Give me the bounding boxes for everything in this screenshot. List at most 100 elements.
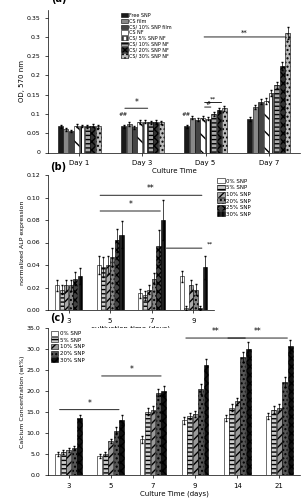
Bar — [258, 102, 263, 152]
Text: **: ** — [147, 184, 155, 193]
Bar — [137, 122, 142, 152]
Bar — [277, 408, 282, 475]
Bar — [74, 126, 79, 152]
Legend: 0% SNP, 5% SNP, 10% SNP, 20% SNP, 30% SNP: 0% SNP, 5% SNP, 10% SNP, 20% SNP, 30% SN… — [51, 330, 85, 363]
X-axis label: cultivation time (days): cultivation time (days) — [91, 325, 170, 332]
Bar — [247, 118, 253, 152]
Bar — [61, 452, 66, 475]
Bar — [151, 410, 156, 475]
Bar — [69, 285, 73, 310]
Bar — [180, 276, 184, 310]
Bar — [282, 382, 287, 475]
Bar — [156, 246, 160, 310]
Bar — [103, 454, 108, 475]
Bar — [240, 357, 245, 475]
Bar — [58, 126, 63, 152]
Bar — [55, 454, 60, 475]
Bar — [97, 265, 101, 310]
Bar — [161, 390, 166, 475]
Bar — [78, 276, 82, 310]
Bar — [280, 66, 285, 152]
Bar — [253, 107, 258, 152]
Bar — [110, 257, 115, 310]
Text: **: ** — [207, 242, 213, 247]
Text: #: # — [205, 102, 210, 106]
Bar — [235, 401, 240, 475]
Bar — [266, 416, 271, 475]
Bar — [190, 118, 195, 152]
Bar — [206, 118, 211, 152]
Text: *: * — [128, 200, 132, 209]
Legend: 0% SNP, 5% SNP, 10% SNP, 20% SNP, 25% SNP, 30% SNP: 0% SNP, 5% SNP, 10% SNP, 20% SNP, 25% SN… — [217, 178, 252, 218]
Text: (a): (a) — [51, 0, 67, 4]
X-axis label: Culture Time (days): Culture Time (days) — [140, 490, 209, 496]
Bar — [95, 126, 101, 152]
Bar — [60, 290, 64, 310]
Text: **: ** — [254, 327, 261, 336]
Bar — [274, 85, 279, 152]
Bar — [217, 110, 221, 152]
Bar — [184, 126, 189, 152]
Bar — [85, 126, 90, 152]
Bar — [64, 285, 68, 310]
Bar — [271, 410, 276, 475]
Bar — [120, 234, 124, 310]
Bar — [211, 114, 216, 152]
Bar — [193, 290, 198, 310]
Text: **: ** — [210, 96, 216, 102]
Bar — [229, 408, 234, 475]
Bar — [192, 414, 197, 475]
Bar — [285, 33, 290, 152]
Bar — [55, 285, 59, 310]
Bar — [79, 126, 84, 152]
Text: *: * — [129, 365, 133, 374]
Bar — [156, 393, 161, 475]
Text: ##: ## — [118, 112, 128, 117]
Bar — [115, 240, 119, 310]
Bar — [189, 285, 193, 310]
Bar — [153, 122, 158, 152]
Bar — [77, 418, 82, 475]
Bar — [288, 346, 293, 475]
Bar — [204, 366, 209, 475]
Bar — [201, 118, 205, 152]
Y-axis label: normalized ALP expression: normalized ALP expression — [20, 200, 25, 284]
Bar — [132, 128, 137, 152]
Bar — [246, 348, 251, 475]
Bar — [198, 308, 202, 310]
X-axis label: Culture Time: Culture Time — [152, 168, 197, 173]
Text: (b): (b) — [50, 162, 66, 172]
Bar — [148, 122, 153, 152]
Bar — [114, 430, 119, 475]
Bar — [264, 101, 269, 152]
Bar — [106, 265, 110, 310]
Bar — [198, 388, 203, 475]
Bar — [222, 108, 227, 152]
Bar — [108, 442, 113, 475]
Bar — [140, 439, 144, 475]
Bar — [69, 132, 74, 152]
Bar — [73, 278, 77, 310]
Text: *: * — [134, 98, 138, 107]
Text: ##: ## — [181, 112, 191, 117]
Bar — [63, 130, 68, 152]
Text: *: * — [87, 398, 91, 407]
Y-axis label: OD, 570 nm: OD, 570 nm — [19, 60, 25, 102]
Bar — [203, 267, 207, 310]
Bar — [143, 296, 147, 310]
Bar — [152, 278, 156, 310]
Bar — [121, 126, 126, 152]
Bar — [161, 220, 165, 310]
Text: **: ** — [212, 327, 219, 336]
Bar — [138, 293, 142, 310]
Bar — [72, 448, 77, 475]
Text: **: ** — [241, 30, 248, 36]
Legend: Free SNP, CS film, CS/ 10% SNP film, CS NF, CS/ 5% SNP NF, CS/ 10% SNP NF, CS/ 2: Free SNP, CS film, CS/ 10% SNP film, CS … — [121, 12, 172, 58]
Bar — [224, 418, 229, 475]
Bar — [101, 267, 105, 310]
Bar — [147, 290, 152, 310]
Bar — [66, 450, 71, 475]
Bar — [127, 124, 132, 152]
Bar — [182, 420, 187, 475]
Bar — [145, 412, 150, 475]
